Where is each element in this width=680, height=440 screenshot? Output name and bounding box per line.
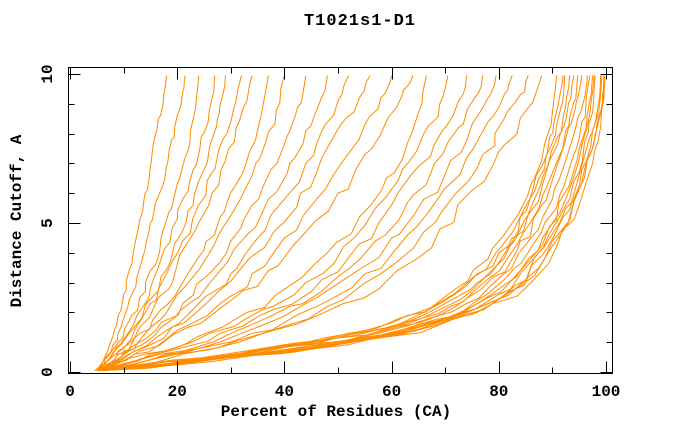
plot-frame (68, 67, 613, 374)
model-curve (99, 75, 497, 370)
x-tick-label: 20 (168, 383, 187, 401)
y-tick-label: 0 (39, 367, 57, 377)
model-curve (93, 75, 167, 371)
model-curve (96, 75, 606, 371)
model-curve (102, 75, 543, 370)
y-tick-label: 10 (39, 64, 57, 83)
model-curve (102, 75, 484, 370)
model-curve (99, 75, 216, 370)
model-curve (96, 75, 571, 371)
model-curve (96, 75, 558, 371)
x-axis-label: Percent of Residues (CA) (220, 403, 452, 421)
x-tick-label: 100 (592, 383, 621, 401)
model-curve (99, 75, 328, 370)
model-curve (102, 75, 606, 371)
model-curve (96, 75, 605, 371)
model-curve (96, 75, 468, 370)
x-tick-label: 60 (382, 383, 401, 401)
x-tick-label: 0 (65, 383, 75, 401)
model-curve (99, 75, 595, 371)
model-curve (99, 75, 285, 370)
model-curve (99, 75, 529, 370)
model-curve (96, 75, 226, 370)
model-curve (96, 75, 269, 370)
model-curve (99, 75, 591, 371)
y-tick-label: 5 (39, 218, 57, 228)
model-curve (96, 75, 307, 370)
x-tick-label: 40 (275, 383, 294, 401)
model-curve (99, 75, 393, 370)
model-curve (99, 75, 242, 370)
model-curve (102, 75, 579, 371)
model-curve (99, 75, 449, 370)
model-curve (96, 75, 427, 370)
model-curve (96, 75, 350, 370)
model-curve (102, 75, 371, 370)
plot-title: T1021s1-D1 (303, 12, 417, 31)
model-curve (96, 75, 583, 371)
x-tick-label: 80 (489, 383, 508, 401)
model-curve (102, 75, 414, 370)
model-curve (96, 75, 603, 371)
model-curve (99, 75, 575, 371)
model-curve (102, 75, 513, 370)
model-curve (99, 75, 566, 371)
model-curve (96, 75, 200, 370)
model-curve (96, 75, 186, 371)
